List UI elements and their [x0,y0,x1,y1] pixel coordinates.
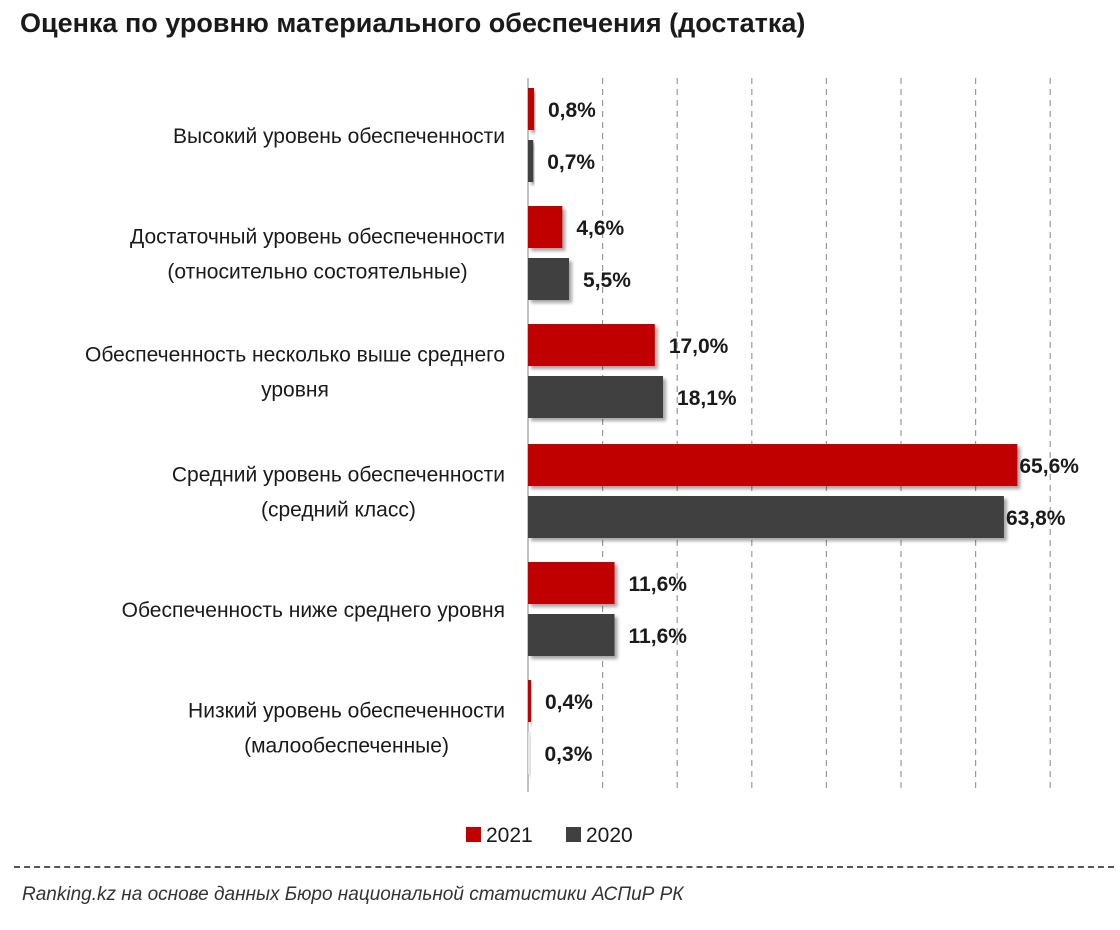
gridlines [601,78,1051,792]
data-label: 65,6% [1019,455,1079,478]
data-label: 0,7% [547,151,595,174]
bar-2020 [528,614,615,656]
chart-title: Оценка по уровню материального обеспечен… [20,8,806,38]
data-label: 17,0% [669,335,729,358]
bar-2021 [528,444,1018,486]
category-label: Обеспеченность ниже среднего уровня [122,599,505,622]
legend-swatch-2021 [466,827,481,842]
category-label: Достаточный уровень обеспеченности (относ… [130,226,505,284]
bar-2021 [528,324,655,366]
data-label: 0,4% [545,691,593,714]
data-label: 18,1% [677,387,737,410]
legend-label: 2020 [586,824,633,847]
bar-2020 [528,496,1004,538]
bar-2021 [528,680,531,722]
source-note: Ranking.kz на основе данных Бюро национа… [22,884,684,905]
bar-2020 [528,376,664,418]
category-label: Обеспеченность несколько выше среднего ур… [85,344,505,402]
data-label: 11,6% [629,573,688,596]
data-label: 5,5% [583,269,631,292]
data-label: 0,3% [545,743,593,766]
bar-chart: 0,8% 0,7% 4,6% 5,5% 17,0% 18,1% 65,6% 63,8% 11,6… [85,78,1080,847]
category-label: Высокий уровень обеспеченности [173,125,505,148]
legend-label: 2021 [486,824,533,847]
bar-2020 [528,140,534,182]
data-label: 63,8% [1006,507,1066,530]
bar-2020 [528,732,531,774]
data-labels: 0,8% 0,7% 4,6% 5,5% 17,0% 18,1% 65,6% 63,8% 11,6… [545,99,1080,766]
data-label: 4,6% [576,217,624,240]
data-label: 0,8% [548,99,596,122]
legend: 2021 2020 [466,824,633,847]
bar-2020 [528,258,570,300]
data-label: 11,6% [629,625,688,648]
category-label: Средний уровень обеспеченности (средний к… [172,464,505,522]
bar-2021 [528,206,563,248]
separator-line [14,866,1114,868]
legend-swatch-2020 [566,827,581,842]
category-label: Низкий уровень обеспеченности (малообеспе… [188,700,505,758]
bars [528,88,1018,774]
bar-2021 [528,88,534,130]
bar-2021 [528,562,615,604]
category-labels: Высокий уровень обеспеченности Достаточны… [85,125,505,758]
